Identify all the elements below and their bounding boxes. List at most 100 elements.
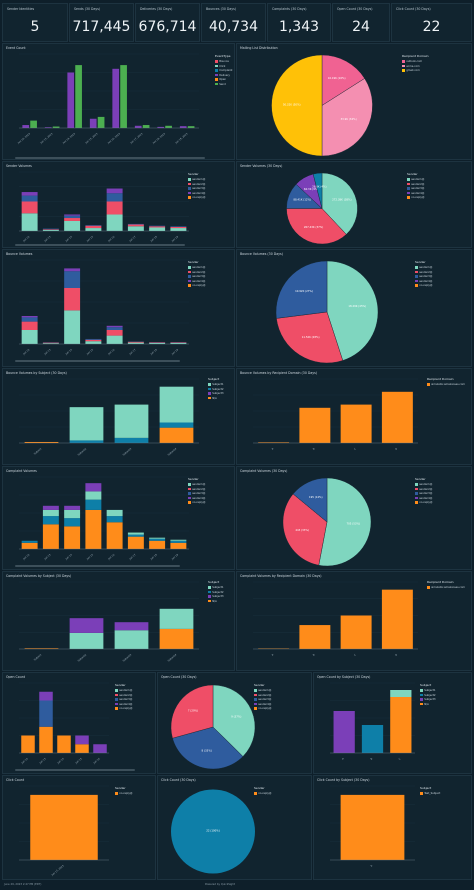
legend-item[interactable]: sender4@ bbox=[188, 497, 206, 500]
legend-item[interactable]: simulator.amazonses.com bbox=[427, 586, 465, 589]
legend-label: sender2@ bbox=[258, 693, 272, 697]
legend-item[interactable]: Subject1 bbox=[208, 586, 224, 589]
legend-item[interactable]: sender3@ bbox=[115, 698, 133, 701]
panel-bounce-domain[interactable]: Bounce Volumes by Recipient Domain (30 D… bbox=[236, 368, 472, 465]
legend-item[interactable]: sender1@ bbox=[254, 689, 272, 692]
legend-item[interactable]: no-reply@ bbox=[407, 196, 425, 199]
legend-item[interactable]: sender2@ bbox=[415, 271, 433, 274]
legend-item[interactable]: sender1@ bbox=[415, 483, 433, 486]
legend-item[interactable]: sender3@ bbox=[254, 698, 272, 701]
panel-event-count[interactable]: Event Count Jun 10, 2023 Jun 13, 2023 Jun … bbox=[2, 43, 235, 160]
legend-item[interactable]: sender3@ bbox=[415, 275, 433, 278]
panel-complaint-volumes-30[interactable]: Complaint Volumes (30 Days) 705 (53%) 443… bbox=[236, 466, 472, 570]
legend-item[interactable]: sender3@ bbox=[415, 492, 433, 495]
legend-item[interactable]: N/A bbox=[208, 397, 224, 400]
legend-item[interactable]: Subject3 bbox=[420, 698, 436, 701]
legend-item[interactable]: Subject3 bbox=[208, 392, 224, 395]
panel-open-count-30[interactable]: Open Count (30 Days) 9 (37%) 8 (33%) 7 (29… bbox=[157, 672, 312, 774]
bar-segment bbox=[69, 407, 104, 441]
legend-item[interactable]: sender2@ bbox=[254, 694, 272, 697]
kpi-sender-identities[interactable]: Sender Identities 5 bbox=[2, 3, 68, 42]
legend-item[interactable]: no-reply@ bbox=[188, 501, 206, 504]
horizontal-scrollbar[interactable] bbox=[15, 360, 180, 362]
legend-item[interactable]: Click bbox=[215, 65, 232, 68]
panel-bounce-volumes[interactable]: Bounce Volumes Jun 10 Jun 13 Jun 14 Jun 15 J… bbox=[2, 249, 235, 367]
legend-item[interactable]: sender2@ bbox=[407, 183, 425, 186]
legend-item[interactable]: Open bbox=[215, 78, 232, 81]
legend-item[interactable]: sender1@ bbox=[115, 689, 133, 692]
legend-item[interactable]: sender1@ bbox=[188, 178, 206, 181]
legend-item[interactable]: simulator.amazonses.com bbox=[427, 383, 465, 386]
legend-item[interactable]: Delivery bbox=[215, 74, 232, 77]
legend-item[interactable]: sender2@ bbox=[188, 183, 206, 186]
legend-item[interactable]: no-reply@ bbox=[188, 284, 206, 287]
panel-click-count[interactable]: Click Count Jun 17, 2023 Sender no-reply@ bbox=[2, 775, 156, 880]
legend-item[interactable]: Send bbox=[215, 83, 232, 86]
legend-item[interactable]: Subject2 bbox=[420, 694, 436, 697]
legend-item[interactable]: sender1@ bbox=[415, 266, 433, 269]
panel-complaint-domain[interactable]: Complaint Volumes by Recipient Domain (3… bbox=[236, 571, 472, 671]
legend-item[interactable]: sender3@ bbox=[407, 187, 425, 190]
legend-item[interactable]: Complaint bbox=[215, 69, 232, 72]
legend-item[interactable]: gmail.com bbox=[402, 69, 429, 72]
legend-swatch bbox=[208, 383, 211, 386]
horizontal-scrollbar[interactable] bbox=[15, 769, 135, 771]
legend-item[interactable]: sender4@ bbox=[415, 497, 433, 500]
kpi-deliveries[interactable]: Deliveries (30 Days) 676,714 bbox=[135, 3, 200, 42]
legend-item[interactable]: N/A bbox=[208, 600, 224, 603]
legend-item[interactable]: N/A bbox=[420, 703, 436, 706]
legend-item[interactable]: no-reply@ bbox=[415, 284, 433, 287]
legend-item[interactable]: Subject1 bbox=[420, 689, 436, 692]
legend-item[interactable]: acme.com bbox=[402, 65, 429, 68]
panel-bounce-subject[interactable]: Bounce Volumes by Subject (30 Days) Subj… bbox=[2, 368, 235, 465]
horizontal-scrollbar[interactable] bbox=[15, 244, 185, 246]
kpi-open-count[interactable]: Open Count (30 Days) 24 bbox=[332, 3, 390, 42]
legend-item[interactable]: sender4@ bbox=[115, 703, 133, 706]
legend-item[interactable]: sender1@ bbox=[188, 266, 206, 269]
kpi-complaints[interactable]: Complaints (30 Days) 1,343 bbox=[267, 3, 331, 42]
panel-complaint-subject[interactable]: Complaint Volumes by Subject (30 Days) S… bbox=[2, 571, 235, 671]
legend-item[interactable]: no-reply@ bbox=[254, 707, 272, 710]
panel-open-count[interactable]: Open Count Jun 10 Jun 13 Jun 14 Jun 15 Jun 1… bbox=[2, 672, 156, 774]
kpi-bounces[interactable]: Bounces (30 Days) 40,734 bbox=[201, 3, 266, 42]
panel-click-subject[interactable]: Click Count by Subject (30 Days) A Subje… bbox=[313, 775, 472, 880]
legend-item[interactable]: no-reply@ bbox=[188, 196, 206, 199]
legend-item[interactable]: sender2@ bbox=[188, 488, 206, 491]
legend-item[interactable]: sender4@ bbox=[407, 192, 425, 195]
panel-mailing-list[interactable]: Mailing List Distribution 16.19K (16%) 33… bbox=[236, 43, 472, 160]
legend-item[interactable]: sender4@ bbox=[254, 703, 272, 706]
legend-item[interactable]: no-reply@ bbox=[254, 792, 272, 795]
panel-open-subject[interactable]: Open Count by Subject (30 Days) A B C Subj… bbox=[313, 672, 472, 774]
legend-item[interactable]: no-reply@ bbox=[115, 792, 133, 795]
legend-item[interactable]: Subject2 bbox=[208, 591, 224, 594]
legend-item[interactable]: sender4@ bbox=[188, 192, 206, 195]
legend-item[interactable]: sender3@ bbox=[188, 492, 206, 495]
panel-sender-volumes-30[interactable]: Sender Volumes (30 Days) 272.38K (38%) 26… bbox=[236, 161, 472, 248]
legend-item[interactable]: sender2@ bbox=[415, 488, 433, 491]
legend-item[interactable]: sender4@ bbox=[415, 280, 433, 283]
legend-item[interactable]: sender2@ bbox=[115, 694, 133, 697]
legend-item[interactable]: Subject2 bbox=[208, 388, 224, 391]
legend-item[interactable]: Subject1 bbox=[208, 383, 224, 386]
legend-item[interactable]: sender1@ bbox=[407, 178, 425, 181]
kpi-sends[interactable]: Sends (30 Days) 717,445 bbox=[69, 3, 134, 42]
horizontal-scrollbar[interactable] bbox=[15, 565, 180, 567]
legend-item[interactable]: Bounce bbox=[215, 60, 232, 63]
legend-item[interactable]: Subject3 bbox=[208, 595, 224, 598]
kpi-click-count[interactable]: Click Count (30 Days) 22 bbox=[391, 3, 472, 42]
legend-item[interactable]: Test_Subject bbox=[420, 792, 440, 795]
horizontal-scrollbar[interactable] bbox=[15, 157, 205, 159]
panel-sender-volumes[interactable]: Sender Volumes Jun 10 Jun 13 Jun 14 Jun 15 J… bbox=[2, 161, 235, 248]
legend-item[interactable]: no-reply@ bbox=[415, 501, 433, 504]
legend-item[interactable]: sender2@ bbox=[188, 271, 206, 274]
legend-item[interactable]: sender1@ bbox=[188, 483, 206, 486]
legend-item[interactable]: no-reply@ bbox=[115, 707, 133, 710]
panel-click-count-30[interactable]: Click Count (30 Days) 22 (100%) Sender no… bbox=[157, 775, 312, 880]
bar-segment bbox=[64, 214, 81, 216]
panel-complaint-volumes[interactable]: Complaint Volumes Jun 10 Jun 13 Jun 14 Jun … bbox=[2, 466, 235, 570]
legend-item[interactable]: sender4@ bbox=[188, 280, 206, 283]
legend-item[interactable]: sender3@ bbox=[188, 187, 206, 190]
legend-item[interactable]: sender3@ bbox=[188, 275, 206, 278]
legend-item[interactable]: outlook.com bbox=[402, 60, 429, 63]
panel-bounce-volumes-30[interactable]: Bounce Volumes (30 Days) 18.29K (45%) 11.… bbox=[236, 249, 472, 367]
